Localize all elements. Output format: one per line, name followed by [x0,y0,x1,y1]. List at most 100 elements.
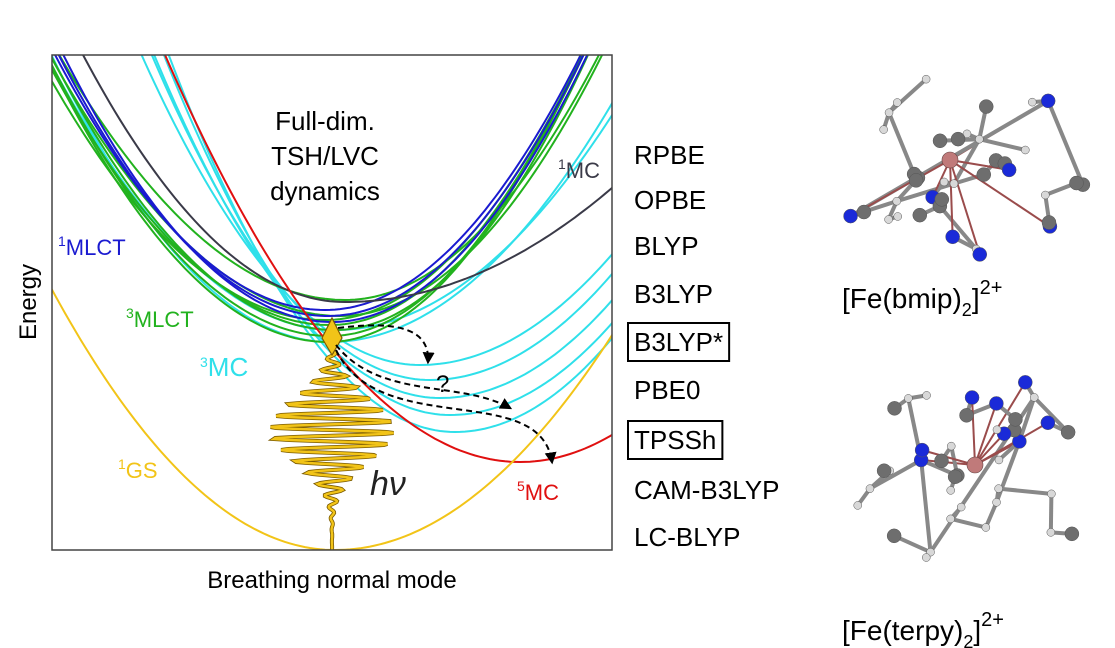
state-label: 5MC [517,478,559,505]
atom [894,212,902,220]
atom [1065,527,1079,541]
bond [950,160,1050,226]
state-name: GS [126,458,158,483]
formula-part: [Fe(terpy) [842,615,963,646]
atom [854,501,862,509]
bond [921,460,930,552]
potential-curve [40,0,625,462]
excitation-label: hν [370,465,406,503]
atom [1047,528,1055,536]
bond [950,160,953,237]
figure: Energy Breathing normal mode Full-dim. T… [0,0,1115,648]
formula-part: ] [972,283,980,314]
atom [909,173,923,187]
functional-label: PBE0 [634,375,701,405]
state-multiplicity: 5 [517,478,525,494]
atom [888,401,902,415]
atom [965,391,979,405]
atom [885,109,893,117]
functional-label: RPBE [634,140,705,170]
iron-atom [942,152,958,168]
atom [934,454,948,468]
atom [1061,425,1075,439]
atom [946,230,960,244]
atom [893,99,901,107]
atom [995,485,1003,493]
atom [973,247,987,261]
transfer-arrow [338,325,428,362]
atom [947,442,955,450]
bond [972,398,975,465]
state-name: MC [525,480,559,505]
state-label: 3MLCT [126,305,194,332]
atom [1069,176,1083,190]
atom [950,180,958,188]
bond [926,79,950,160]
atom [923,391,931,399]
atom [979,100,993,114]
functional-label: B3LYP* [634,327,723,357]
atom [948,470,962,484]
atom [877,464,891,478]
y-axis-label: Energy [15,264,42,340]
atom [1021,146,1029,154]
atom [922,554,930,562]
functional-list: RPBEOPBEBLYPB3LYPB3LYP*PBE0TPSShCAM-B3LY… [628,140,779,552]
formula-part: 2+ [981,609,1004,631]
atom [960,408,974,422]
molecules: [Fe(bmip)2]2+[Fe(terpy)2]2+ [842,75,1090,648]
formula-part: 2+ [980,277,1003,299]
atom [1042,216,1056,230]
formula-part: [Fe(bmip) [842,283,962,314]
formula-part: 2 [962,300,972,320]
atom [880,126,888,134]
caption-line: Full-dim. [275,106,375,136]
atom [993,498,1001,506]
functional-label: CAM-B3LYP [634,475,779,505]
atom [844,209,858,223]
atom [951,132,965,146]
atom [1002,163,1016,177]
state-multiplicity: 1 [58,233,66,249]
state-multiplicity: 3 [126,305,134,321]
state-label: 1MLCT [58,233,126,260]
bond [1048,101,1083,185]
atom [977,168,991,182]
state-multiplicity: 1 [118,456,126,472]
atom [866,485,874,493]
caption-line: TSH/LVC [271,141,379,171]
caption-line: dynamics [270,176,380,206]
atom [893,197,901,205]
atom [904,394,912,402]
molecule-formula: [Fe(bmip)2]2+ [842,277,1002,320]
iron-atom [967,457,983,473]
atom [1008,412,1022,426]
atom [1041,416,1055,430]
atom [915,443,929,457]
atom [935,192,949,206]
state-multiplicity: 1 [558,156,566,172]
state-label: 3MC [200,352,248,382]
molecule-formula: [Fe(terpy)2]2+ [842,609,1004,648]
atom [947,486,955,494]
atom [989,396,1003,410]
atom [975,135,983,143]
atom [887,529,901,543]
state-name: MLCT [66,235,126,260]
atom [913,208,927,222]
question-mark: ? [436,371,449,398]
atom [995,456,1003,464]
atom [1018,375,1032,389]
atom [1030,393,1038,401]
functional-label: OPBE [634,185,706,215]
state-name: MLCT [134,307,194,332]
formula-part: 2 [963,632,973,648]
caption: Full-dim. TSH/LVC dynamics [270,106,380,206]
bond [1051,494,1052,532]
functional-label: LC-BLYP [634,522,740,552]
bond [889,113,914,174]
functional-label: BLYP [634,231,699,261]
atom [947,515,955,523]
functional-label: B3LYP [634,279,713,309]
atom [857,205,871,219]
